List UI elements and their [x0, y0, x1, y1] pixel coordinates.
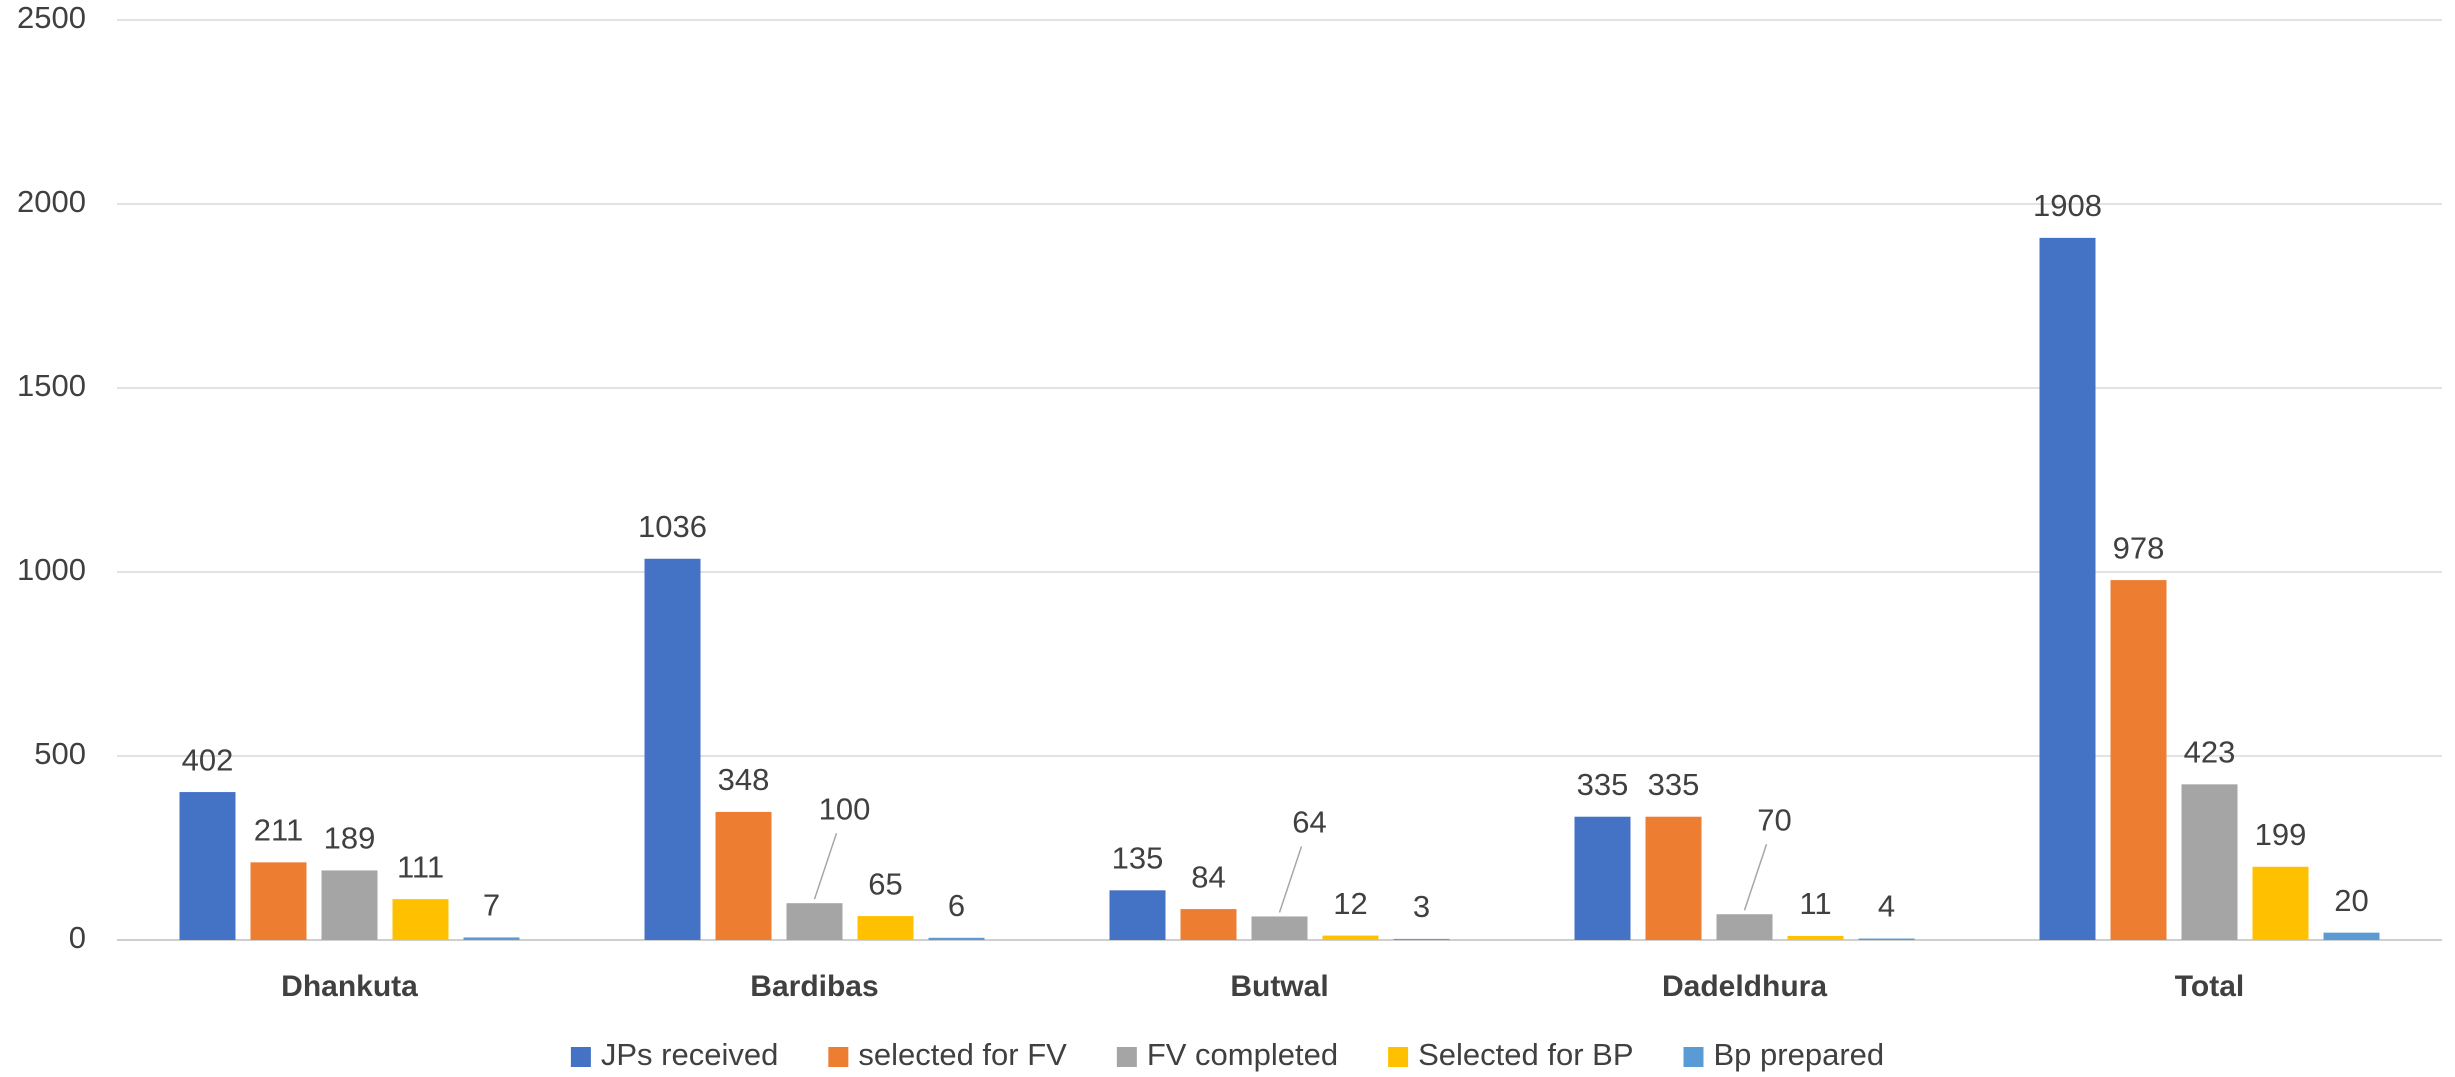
data-label: 1908	[2033, 188, 2102, 223]
legend-swatch	[1388, 1047, 1409, 1067]
bar	[2323, 932, 2380, 940]
x-tick-label: Dadeldhura	[1662, 970, 1827, 1003]
bar	[179, 792, 236, 940]
legend-swatch	[1116, 1047, 1137, 1067]
bar	[1109, 890, 1166, 940]
x-tick-label: Dhankuta	[281, 970, 418, 1003]
bar	[1251, 916, 1308, 940]
data-label: 335	[1648, 767, 1700, 802]
bar	[392, 899, 449, 940]
bar	[2181, 784, 2238, 940]
bar	[1393, 938, 1450, 940]
bar	[857, 916, 914, 940]
data-label: 3	[1413, 889, 1430, 924]
bar	[715, 811, 772, 940]
y-tick-label: 0	[69, 920, 86, 955]
data-label: 423	[2184, 735, 2236, 770]
bar	[2039, 237, 2096, 940]
bar	[786, 903, 843, 940]
bar	[1787, 935, 1844, 940]
legend-swatch	[828, 1047, 849, 1067]
leader-line	[1278, 846, 1303, 913]
data-label: 7	[483, 888, 500, 923]
data-label: 4	[1878, 889, 1895, 924]
data-label: 11	[1799, 886, 1831, 921]
data-label: 402	[182, 742, 234, 777]
data-label: 12	[1333, 886, 1367, 921]
data-label: 335	[1577, 767, 1629, 802]
data-label: 70	[1757, 802, 1791, 837]
data-label: 84	[1191, 859, 1225, 894]
legend-swatch	[1683, 1047, 1704, 1067]
data-label: 348	[718, 762, 770, 797]
x-tick-label: Butwal	[1230, 970, 1328, 1003]
data-label: 20	[2334, 883, 2368, 918]
y-tick-label: 1000	[17, 552, 86, 587]
bar	[2252, 866, 2309, 940]
bar	[644, 558, 701, 940]
x-tick-label: Bardibas	[750, 970, 878, 1003]
y-tick-label: 2500	[17, 0, 86, 35]
leader-line	[1743, 844, 1768, 911]
y-tick-label: 1500	[17, 368, 86, 403]
legend-label: selected for FV	[858, 1037, 1067, 1072]
bar	[250, 862, 307, 940]
legend-swatch	[570, 1047, 591, 1067]
bar	[1180, 909, 1237, 940]
y-tick-label: 2000	[17, 184, 86, 219]
bar	[1574, 816, 1631, 940]
data-label: 6	[948, 888, 965, 923]
data-label: 189	[324, 821, 376, 856]
legend-label: JPs received	[601, 1037, 778, 1072]
data-label: 100	[819, 791, 871, 826]
leader-line	[813, 832, 838, 900]
legend-label: Selected for BP	[1418, 1037, 1633, 1072]
bar	[463, 937, 520, 940]
data-label: 135	[1112, 841, 1164, 876]
data-label: 64	[1292, 805, 1326, 840]
data-label: 1036	[638, 509, 707, 544]
bar	[1322, 935, 1379, 940]
data-label: 211	[254, 813, 303, 848]
x-tick-label: Total	[2175, 970, 2244, 1003]
legend-label: FV completed	[1147, 1037, 1338, 1072]
y-tick-label: 500	[34, 736, 86, 771]
data-label: 199	[2255, 817, 2307, 852]
bar	[1858, 938, 1915, 940]
data-label: 978	[2113, 530, 2165, 565]
bar	[2110, 580, 2167, 940]
legend-label: Bp prepared	[1714, 1037, 1885, 1072]
data-label: 65	[868, 866, 902, 901]
bar	[1645, 816, 1702, 940]
bar	[928, 937, 985, 940]
bar	[1716, 914, 1773, 940]
data-label: 111	[397, 849, 444, 884]
bar	[321, 870, 378, 940]
